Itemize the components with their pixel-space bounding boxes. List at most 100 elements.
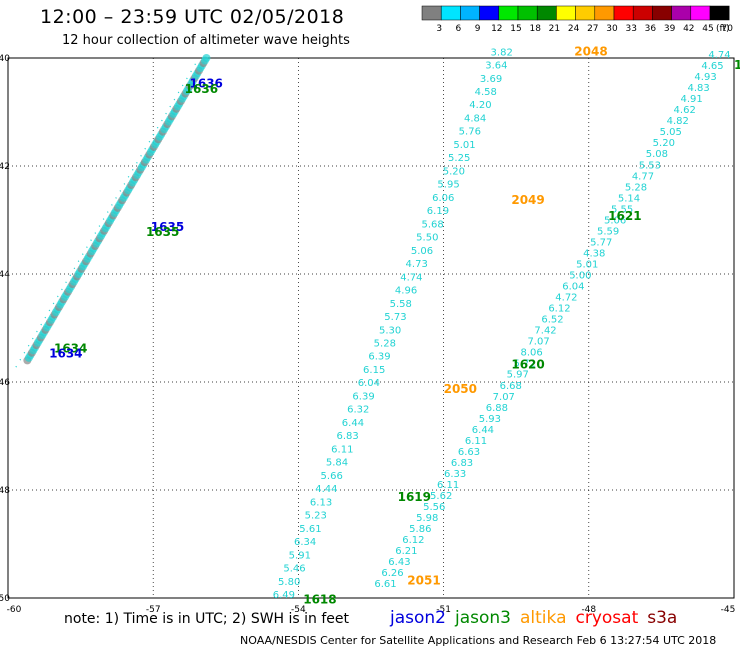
wave-height-value: 6.88 bbox=[486, 403, 508, 414]
colorbar-swatch bbox=[517, 5, 538, 21]
wave-height-marker: · bbox=[170, 95, 180, 105]
wave-height-value: 4.74 bbox=[708, 50, 730, 61]
colorbar-tick-label: 36 bbox=[645, 24, 657, 34]
longitude-label: -51 bbox=[436, 605, 451, 615]
units-note: note: 1) Time is in UTC; 2) SWH is in fe… bbox=[64, 611, 350, 627]
colorbar-tick-label: 3 bbox=[436, 24, 442, 34]
legend-cryosat: cryosat bbox=[575, 608, 639, 628]
pass-time-label: 2050 bbox=[444, 382, 477, 396]
wave-height-value: 5.58 bbox=[390, 299, 412, 310]
pass-time-label: 1618 bbox=[303, 592, 336, 606]
colorbar-swatch bbox=[594, 5, 615, 21]
pass-time-label: 1621 bbox=[608, 209, 641, 223]
wave-height-marker: · bbox=[70, 264, 80, 274]
wave-height-value: 4.93 bbox=[694, 72, 716, 83]
wave-height-marker: · bbox=[178, 81, 188, 91]
colorbar-unit: (ft) bbox=[716, 24, 730, 34]
latitude-label: -48 bbox=[0, 486, 10, 496]
wave-height-value: 5.06 bbox=[604, 215, 626, 226]
pass-time-label: 1619 bbox=[398, 490, 431, 504]
wave-height-value: 3.69 bbox=[480, 74, 502, 85]
wave-height-value: 4.84 bbox=[464, 113, 486, 124]
wave-height-value: 6.11 bbox=[437, 480, 459, 491]
wave-height-value: 5.20 bbox=[443, 166, 465, 177]
pass-time-label: 1620 bbox=[511, 358, 544, 372]
wave-height-value: 5.20 bbox=[653, 138, 675, 149]
wave-height-value: 5.55 bbox=[611, 204, 633, 215]
wave-height-value: 4.96 bbox=[395, 286, 417, 297]
wave-height-value: 5.06 bbox=[411, 246, 433, 257]
wave-height-marker: · bbox=[28, 334, 38, 344]
wave-height-value: 5.80 bbox=[278, 577, 300, 588]
colorbar-tick-label: 42 bbox=[683, 24, 694, 34]
wave-height-marker: · bbox=[99, 215, 109, 225]
wave-height-value: 5.05 bbox=[660, 127, 682, 138]
pass-time-label: 2051 bbox=[407, 574, 440, 588]
wave-height-marker: · bbox=[149, 130, 159, 140]
longitude-label: -57 bbox=[146, 605, 161, 615]
wave-height-value: 4.74 bbox=[400, 272, 422, 283]
page-subtitle: 12 hour collection of altimeter wave hei… bbox=[62, 33, 350, 48]
wave-height-value: 6.04 bbox=[358, 378, 380, 389]
wave-height-marker: · bbox=[12, 362, 22, 372]
wave-height-marker bbox=[202, 54, 211, 62]
colorbar-swatch bbox=[460, 5, 480, 21]
wave-height-marker: · bbox=[116, 187, 126, 197]
wave-height-marker: · bbox=[133, 158, 143, 168]
wave-height-marker: · bbox=[103, 208, 113, 218]
wave-height-value: 6.63 bbox=[458, 447, 480, 458]
colorbar-tick-label: 33 bbox=[625, 24, 636, 34]
wave-height-marker: · bbox=[145, 137, 155, 147]
west-track: ········································… bbox=[12, 54, 223, 372]
longitude-label: -54 bbox=[291, 605, 306, 615]
wave-height-value: 5.62 bbox=[430, 491, 452, 502]
wave-height-value: 5.72 bbox=[514, 359, 536, 370]
colorbar-tick-label: 9 bbox=[475, 24, 481, 34]
longitude-label: -60 bbox=[7, 605, 22, 615]
colorbar-tick-label: 21 bbox=[549, 24, 560, 34]
wave-height-marker: · bbox=[87, 236, 97, 246]
wave-height-value: 4.82 bbox=[667, 116, 689, 127]
wave-height-value: 5.61 bbox=[299, 524, 321, 535]
wave-height-marker: · bbox=[41, 313, 51, 323]
satellite-legend: jason2 jason3 altika cryosat s3a bbox=[390, 608, 686, 628]
wave-height-value: 5.23 bbox=[305, 511, 327, 522]
latitude-label: -50 bbox=[0, 594, 10, 604]
colorbar-tick-label: 6 bbox=[456, 24, 462, 34]
colorbar-swatch bbox=[690, 5, 711, 21]
wave-height-marker: · bbox=[78, 250, 88, 260]
wave-height-value: 4.73 bbox=[406, 259, 428, 270]
wave-height-value: 5.86 bbox=[409, 524, 431, 535]
page-title: 12:00 – 23:59 UTC 02/05/2018 bbox=[40, 6, 345, 28]
latitude-label: -42 bbox=[0, 162, 10, 172]
wave-height-value: 6.13 bbox=[310, 497, 332, 508]
pass-time-label: 1635 bbox=[146, 225, 179, 239]
wave-height-marker: · bbox=[158, 116, 168, 126]
pass-time-label: 1622 bbox=[734, 58, 740, 72]
wave-height-marker: · bbox=[120, 180, 130, 190]
wave-height-value: 6.43 bbox=[388, 557, 410, 568]
wave-height-value: 5.91 bbox=[289, 550, 311, 561]
wave-height-value: 6.15 bbox=[363, 365, 385, 376]
colorbar-tick-label: 39 bbox=[664, 24, 676, 34]
footer-credit: NOAA/NESDIS Center for Satellite Applica… bbox=[240, 634, 717, 647]
wave-height-marker: · bbox=[62, 278, 72, 288]
colorbar-tick-label: 27 bbox=[587, 24, 598, 34]
wave-height-value: 5.56 bbox=[423, 502, 445, 513]
wave-height-value: 5.98 bbox=[416, 513, 438, 524]
wave-height-value: 5.50 bbox=[416, 233, 438, 244]
wave-height-value: 6.44 bbox=[342, 418, 364, 429]
colorbar-tick-label: 70 bbox=[721, 24, 733, 34]
wave-height-marker: · bbox=[187, 67, 197, 77]
longitude-label: -48 bbox=[581, 605, 596, 615]
wave-height-marker: · bbox=[191, 60, 201, 70]
wave-height-value: 6.33 bbox=[444, 469, 466, 480]
wave-height-marker: · bbox=[53, 292, 63, 302]
colorbar-swatch bbox=[536, 5, 557, 21]
wave-height-value: 6.12 bbox=[548, 304, 570, 315]
wave-height-value: 5.76 bbox=[459, 127, 481, 138]
wave-height-value: 8.06 bbox=[520, 348, 542, 359]
wave-height-marker: · bbox=[183, 74, 193, 84]
legend-altika: altika bbox=[520, 608, 567, 628]
